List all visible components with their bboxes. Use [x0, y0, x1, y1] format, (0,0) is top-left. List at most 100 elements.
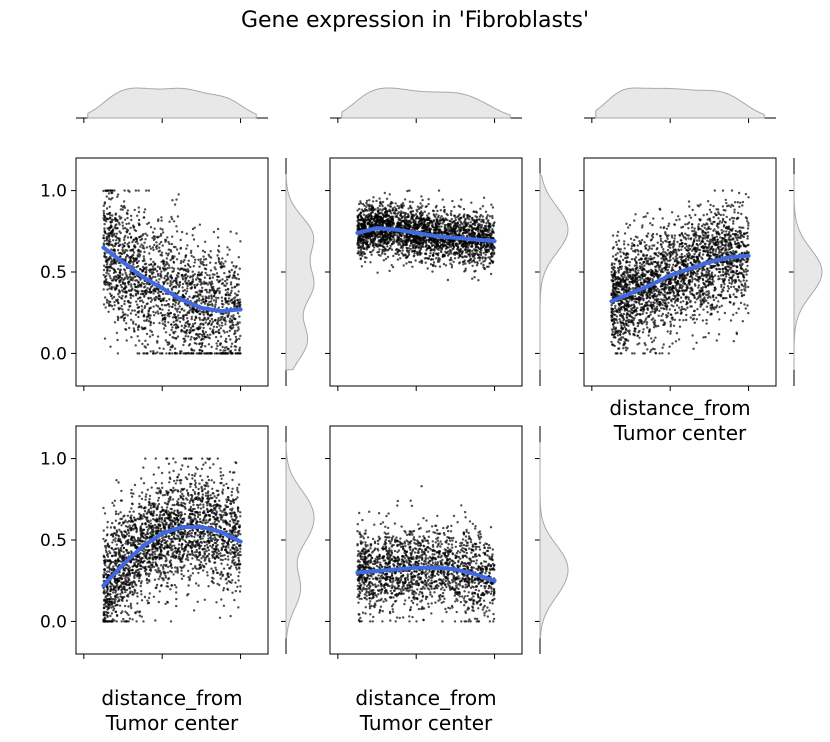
data-point — [137, 281, 140, 284]
data-point — [408, 189, 411, 192]
data-point — [152, 292, 155, 295]
data-point — [105, 242, 108, 245]
data-point — [390, 264, 393, 267]
data-point — [158, 246, 161, 249]
data-point — [213, 305, 217, 308]
data-point — [122, 290, 125, 293]
data-point — [363, 239, 366, 242]
data-point — [188, 295, 191, 298]
data-point — [732, 313, 735, 316]
data-point — [224, 319, 227, 322]
data-point — [146, 352, 149, 355]
data-point — [226, 330, 229, 334]
data-point — [166, 254, 170, 257]
data-point — [202, 313, 205, 316]
data-point — [188, 331, 191, 335]
data-point — [447, 223, 450, 226]
data-point — [132, 226, 135, 229]
data-point — [172, 320, 175, 324]
data-point — [123, 241, 127, 245]
data-point — [231, 276, 234, 280]
data-point — [128, 275, 132, 279]
data-point — [144, 232, 147, 235]
data-point — [110, 218, 113, 221]
data-point — [144, 238, 147, 241]
data-point — [104, 256, 107, 259]
data-point — [124, 328, 128, 331]
data-point — [418, 238, 421, 241]
data-point — [203, 250, 207, 254]
data-point — [377, 250, 381, 254]
data-point — [201, 349, 204, 353]
data-point — [124, 248, 127, 252]
data-point — [164, 324, 167, 328]
data-point — [179, 261, 183, 265]
data-point — [117, 289, 121, 292]
data-point — [152, 350, 155, 353]
data-point — [386, 204, 390, 207]
data-point — [358, 238, 361, 241]
data-point — [118, 238, 121, 242]
data-point — [459, 228, 463, 232]
data-point — [151, 333, 154, 337]
data-point — [221, 315, 224, 318]
data-point — [493, 221, 496, 224]
data-point — [209, 256, 213, 259]
data-point — [484, 224, 488, 228]
data-point — [131, 309, 134, 312]
data-point — [159, 311, 163, 315]
data-point — [172, 220, 176, 223]
data-point — [416, 215, 419, 218]
data-point — [453, 214, 456, 217]
data-point — [238, 346, 242, 349]
data-point — [402, 254, 405, 257]
data-point — [110, 261, 113, 264]
data-point — [356, 243, 359, 246]
data-point — [408, 200, 412, 203]
data-point — [363, 222, 366, 226]
data-point — [410, 210, 413, 213]
data-point — [121, 208, 124, 211]
data-point — [435, 257, 438, 260]
data-point — [204, 321, 207, 324]
data-point — [193, 226, 196, 229]
data-point — [384, 207, 387, 211]
data-point — [461, 243, 465, 246]
data-point — [112, 248, 116, 251]
data-point — [202, 318, 205, 322]
data-point — [140, 299, 144, 302]
data-point — [131, 240, 134, 244]
data-point — [208, 274, 211, 277]
data-point — [230, 319, 234, 322]
data-point — [381, 252, 384, 255]
data-point — [109, 345, 112, 348]
data-point — [153, 227, 156, 230]
data-point — [384, 210, 387, 214]
data-point — [139, 278, 142, 281]
data-point — [123, 206, 127, 209]
data-point — [129, 278, 132, 281]
data-point — [137, 189, 140, 192]
data-point — [183, 326, 186, 330]
data-point — [438, 219, 442, 222]
data-point — [436, 241, 439, 245]
data-point — [135, 300, 138, 303]
data-point — [489, 272, 493, 276]
data-point — [389, 209, 392, 213]
data-point — [121, 308, 124, 311]
data-point — [438, 265, 442, 268]
data-point — [401, 249, 404, 252]
data-point — [168, 333, 172, 337]
data-point — [160, 303, 164, 307]
data-point — [362, 247, 366, 250]
data-point — [114, 224, 117, 227]
data-point — [132, 294, 135, 298]
data-point — [421, 227, 424, 230]
data-point — [224, 298, 227, 301]
data-point — [222, 312, 225, 316]
data-point — [207, 352, 210, 355]
data-point — [168, 315, 171, 318]
data-point — [143, 352, 146, 355]
data-point — [458, 242, 461, 245]
data-point — [167, 321, 170, 324]
